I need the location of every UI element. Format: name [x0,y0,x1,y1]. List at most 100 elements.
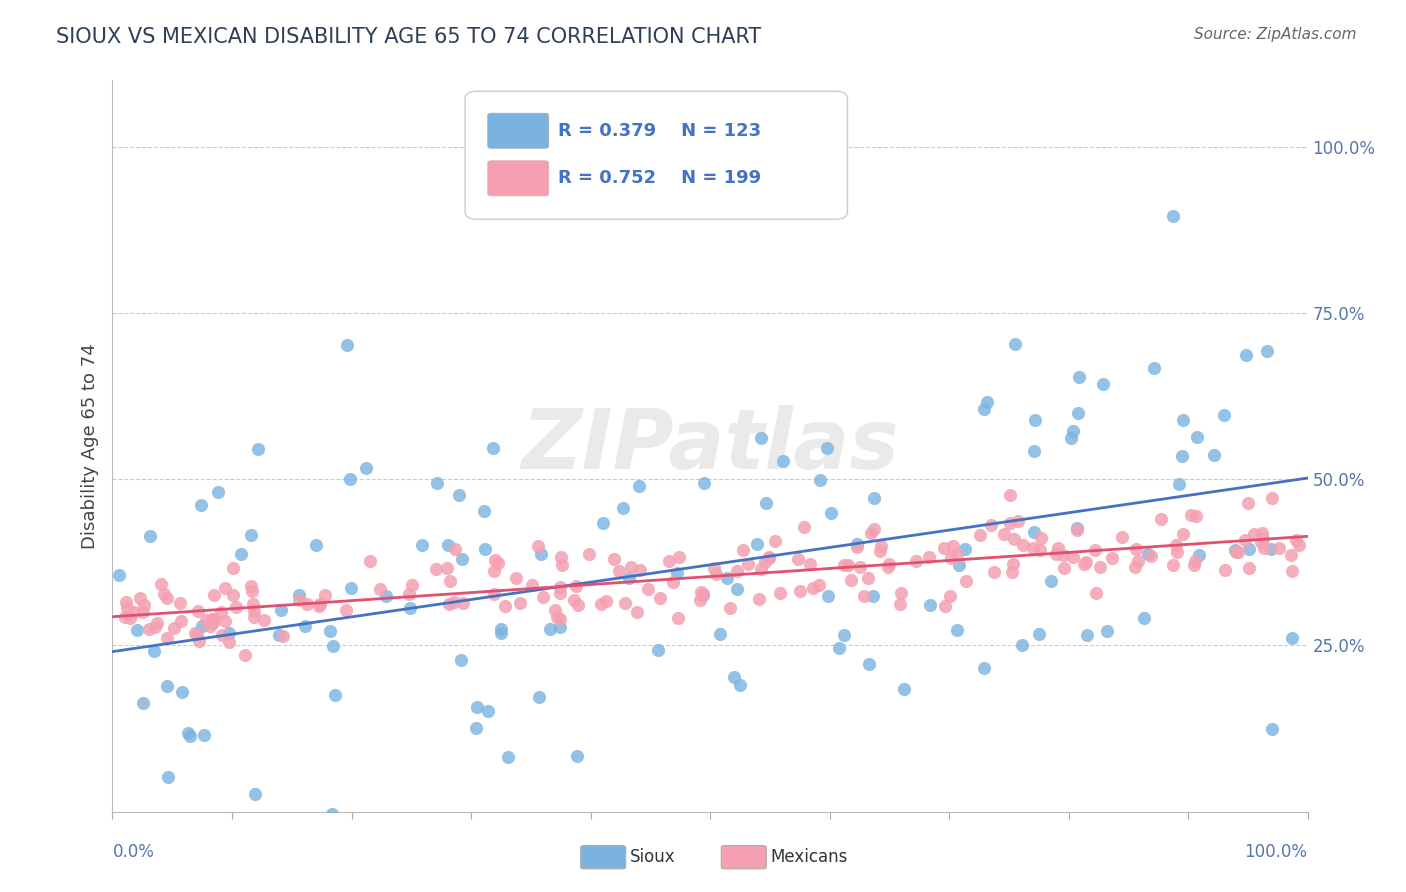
Mexicans [548,580,571,594]
Sioux [374,589,396,603]
Mexicans [550,549,572,564]
Mexicans [544,602,567,616]
Mexicans [186,628,208,642]
Mexicans [1074,555,1097,569]
Mexicans [869,544,891,558]
Sioux [617,571,640,585]
Sioux [247,442,270,456]
Mexicans [439,597,461,611]
Sioux [1091,376,1114,391]
Mexicans [509,596,531,610]
Mexicans [603,551,626,566]
Sioux [862,589,884,603]
Mexicans [870,539,893,553]
Mexicans [849,560,872,574]
Mexicans [748,591,770,606]
Sioux [745,537,768,551]
Mexicans [1021,541,1043,555]
Mexicans [567,598,589,612]
Mexicans [1084,585,1107,599]
Mexicans [308,599,330,614]
Mexicans [1007,514,1029,528]
Mexicans [187,604,209,618]
Sioux [820,506,842,520]
Sioux [1060,431,1083,445]
Sioux [336,338,359,352]
Mexicans [856,571,879,585]
Mexicans [614,595,637,609]
Mexicans [401,578,423,592]
Sioux [1066,521,1088,535]
Mexicans [1001,557,1024,571]
Sioux [340,582,363,596]
Mexicans [488,556,510,570]
Mexicans [1166,545,1188,559]
Sioux [1076,628,1098,642]
Text: Sioux: Sioux [630,848,675,866]
Mexicans [980,518,1002,533]
Mexicans [273,629,295,643]
Text: R = 0.379    N = 123: R = 0.379 N = 123 [558,121,762,140]
Text: 100.0%: 100.0% [1244,843,1308,861]
Sioux [832,627,855,641]
Mexicans [1253,541,1275,555]
Sioux [810,473,832,487]
Mexicans [436,560,458,574]
Mexicans [150,577,173,591]
Mexicans [1166,538,1188,552]
Mexicans [801,581,824,595]
Mexicans [789,583,811,598]
Sioux [239,528,262,542]
Sioux [1011,638,1033,652]
Mexicans [666,611,689,625]
Mexicans [145,620,167,634]
Sioux [1256,343,1278,358]
Sioux [1067,369,1090,384]
Mexicans [1243,526,1265,541]
Sioux [179,729,201,743]
Mexicans [114,610,136,624]
Mexicans [132,606,155,620]
Sioux [177,725,200,739]
Mexicans [578,547,600,561]
Sioux [1173,413,1195,427]
Mexicans [1111,530,1133,544]
Mexicans [129,591,152,605]
Sioux [953,542,976,557]
Sioux [723,670,745,684]
Sioux [716,571,738,585]
Sioux [1236,349,1258,363]
Mexicans [845,541,868,555]
Mexicans [1150,512,1173,526]
Sioux [728,678,751,692]
Mexicans [1052,561,1074,575]
Mexicans [749,562,772,576]
Mexicans [1251,526,1274,541]
Sioux [1281,631,1303,645]
Mexicans [198,619,221,633]
Sioux [538,622,561,636]
Mexicans [1088,560,1111,574]
Sioux [755,496,778,510]
Mexicans [877,560,900,574]
Mexicans [1250,535,1272,549]
Sioux [426,475,449,490]
Mexicans [945,548,967,562]
Sioux [139,529,162,543]
Mexicans [211,605,233,619]
Mexicans [218,634,240,648]
Mexicans [853,589,876,603]
Mexicans [118,611,141,625]
Mexicans [1029,543,1052,558]
Mexicans [1062,549,1084,564]
Mexicans [1073,558,1095,572]
Sioux [132,696,155,710]
Mexicans [704,566,727,581]
Mexicans [993,526,1015,541]
Mexicans [1101,551,1123,566]
Mexicans [637,582,659,597]
Sioux [976,394,998,409]
Mexicans [1045,547,1067,561]
Mexicans [550,586,572,600]
Sioux [1062,424,1084,438]
